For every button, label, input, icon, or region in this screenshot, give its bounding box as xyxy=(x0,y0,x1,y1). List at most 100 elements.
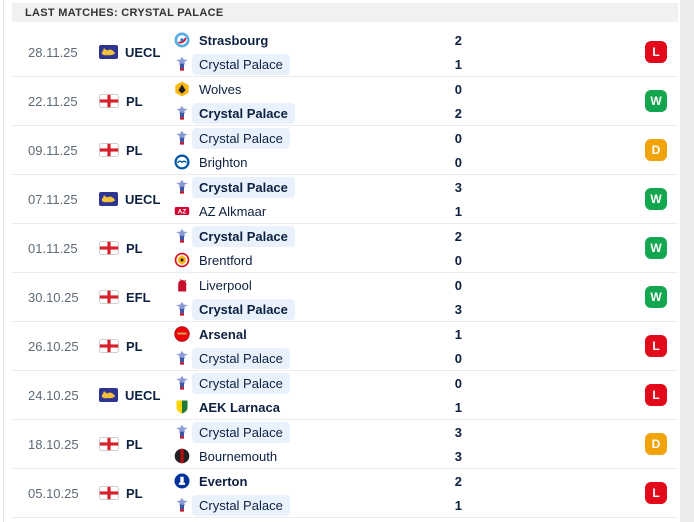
match-row[interactable]: 01.11.25 PL Crystal Palace 2 Brentford 0… xyxy=(12,224,678,273)
team-name: Brentford xyxy=(199,252,253,268)
team-score: 1 xyxy=(454,399,462,415)
aek-larnaca-logo-icon xyxy=(174,399,190,415)
competition: PL xyxy=(99,241,174,256)
match-date: 24.10.25 xyxy=(28,387,79,403)
team-score: 0 xyxy=(454,252,462,268)
competition-label: UECL xyxy=(125,44,161,60)
liverpool-logo-icon xyxy=(174,277,190,293)
team-score: 1 xyxy=(454,203,462,219)
match-row[interactable]: 30.10.25 EFL Liverpool 0 Crystal Palace … xyxy=(12,273,678,322)
team-score: 1 xyxy=(454,56,462,72)
team-row-away[interactable]: AEK Larnaca 1 xyxy=(174,395,462,419)
team-row-away[interactable]: Crystal Palace 1 xyxy=(174,52,462,76)
crystal-palace-logo-icon xyxy=(174,350,190,366)
result-badge: W xyxy=(645,237,667,259)
crystal-palace-logo-icon xyxy=(174,228,190,244)
team-row-home[interactable]: Crystal Palace 2 xyxy=(174,224,462,248)
team-name: Crystal Palace xyxy=(192,298,295,320)
match-row[interactable]: 28.11.25 UECL Strasbourg 2 Crystal Palac… xyxy=(12,28,678,77)
crystal-palace-logo-icon xyxy=(174,424,190,440)
team-row-home[interactable]: Wolves 0 xyxy=(174,77,462,101)
match-row[interactable]: 09.11.25 PL Crystal Palace 0 Brighton 0 … xyxy=(12,126,678,175)
team-row-away[interactable]: Bournemouth 3 xyxy=(174,444,462,468)
az-alkmaar-logo-icon: AZ xyxy=(174,203,190,219)
team-row-home[interactable]: Crystal Palace 0 xyxy=(174,371,462,395)
match-row[interactable]: 07.11.25 UECL Crystal Palace 3 AZ AZ Alk… xyxy=(12,175,678,224)
team-name: Crystal Palace xyxy=(192,372,290,394)
match-row[interactable]: 18.10.25 PL Crystal Palace 3 Bournemouth… xyxy=(12,420,678,469)
match-row[interactable]: 22.11.25 PL Wolves 0 Crystal Palace 2 W xyxy=(12,77,678,126)
team-score: 0 xyxy=(454,375,462,391)
teams-block: Everton 2 Crystal Palace 1 xyxy=(174,469,462,517)
team-row-home[interactable]: Liverpool 0 xyxy=(174,273,462,297)
team-row-away[interactable]: Crystal Palace 1 xyxy=(174,493,462,517)
result-badge: W xyxy=(645,90,667,112)
team-name: Arsenal xyxy=(199,326,247,342)
competition-label: PL xyxy=(126,240,143,256)
competition-label: PL xyxy=(126,485,143,501)
team-name: Wolves xyxy=(199,81,242,97)
team-score: 0 xyxy=(454,81,462,97)
everton-logo-icon xyxy=(174,473,190,489)
team-row-home[interactable]: Strasbourg 2 xyxy=(174,28,462,52)
uecl-logo-icon xyxy=(99,45,118,59)
team-score: 3 xyxy=(454,301,462,317)
match-date: 05.10.25 xyxy=(28,485,79,501)
result-badge: D xyxy=(645,433,667,455)
teams-block: Wolves 0 Crystal Palace 2 xyxy=(174,77,462,125)
team-row-home[interactable]: Arsenal 1 xyxy=(174,322,462,346)
crystal-palace-logo-icon xyxy=(174,497,190,513)
team-row-away[interactable]: Crystal Palace 0 xyxy=(174,346,462,370)
competition: PL xyxy=(99,486,174,501)
result-badge: D xyxy=(645,139,667,161)
team-row-away[interactable]: AZ AZ Alkmaar 1 xyxy=(174,199,462,223)
match-date: 18.10.25 xyxy=(28,436,79,452)
match-date: 26.10.25 xyxy=(28,338,79,354)
competition: UECL xyxy=(99,45,174,60)
competition: PL xyxy=(99,437,174,452)
competition: PL xyxy=(99,94,174,109)
team-row-home[interactable]: Crystal Palace 0 xyxy=(174,126,462,150)
team-name: Crystal Palace xyxy=(192,127,290,149)
team-name: AEK Larnaca xyxy=(199,399,280,415)
team-score: 0 xyxy=(454,277,462,293)
teams-block: Strasbourg 2 Crystal Palace 1 xyxy=(174,28,462,76)
result-badge: L xyxy=(645,482,667,504)
match-row[interactable]: 05.10.25 PL Everton 2 Crystal Palace 1 L xyxy=(12,469,678,518)
team-name: Everton xyxy=(199,473,248,489)
crystal-palace-logo-icon xyxy=(174,179,190,195)
team-name: AZ Alkmaar xyxy=(199,203,267,219)
crystal-palace-logo-icon xyxy=(174,130,190,146)
result-badge: W xyxy=(645,286,667,308)
team-score: 3 xyxy=(454,179,462,195)
crystal-palace-logo-icon xyxy=(174,375,190,391)
result-badge: L xyxy=(645,41,667,63)
team-row-away[interactable]: Crystal Palace 2 xyxy=(174,101,462,125)
team-name: Crystal Palace xyxy=(192,102,295,124)
team-row-home[interactable]: Crystal Palace 3 xyxy=(174,420,462,444)
teams-block: Crystal Palace 3 AZ AZ Alkmaar 1 xyxy=(174,175,462,223)
match-row[interactable]: 24.10.25 UECL Crystal Palace 0 AEK Larna… xyxy=(12,371,678,420)
match-date: 09.11.25 xyxy=(28,142,78,158)
card-left-border xyxy=(3,0,4,522)
team-score: 2 xyxy=(454,105,462,121)
uecl-logo-icon xyxy=(99,388,118,402)
team-row-away[interactable]: Crystal Palace 3 xyxy=(174,297,462,321)
team-score: 3 xyxy=(454,448,462,464)
match-row[interactable]: 26.10.25 PL Arsenal 1 Crystal Palace 0 L xyxy=(12,322,678,371)
last-matches-card: LAST MATCHES: CRYSTAL PALACE 28.11.25 UE… xyxy=(4,0,680,518)
team-row-away[interactable]: Brentford 0 xyxy=(174,248,462,272)
competition: PL xyxy=(99,339,174,354)
brentford-logo-icon xyxy=(174,252,190,268)
result-badge: L xyxy=(645,384,667,406)
competition-label: PL xyxy=(126,93,143,109)
crystal-palace-logo-icon xyxy=(174,105,190,121)
england-flag-icon xyxy=(99,143,119,157)
team-row-home[interactable]: Crystal Palace 3 xyxy=(174,175,462,199)
team-row-home[interactable]: Everton 2 xyxy=(174,469,462,493)
team-row-away[interactable]: Brighton 0 xyxy=(174,150,462,174)
england-flag-icon xyxy=(99,339,119,353)
teams-block: Crystal Palace 0 AEK Larnaca 1 xyxy=(174,371,462,419)
competition-label: UECL xyxy=(125,191,161,207)
competition: UECL xyxy=(99,388,174,403)
